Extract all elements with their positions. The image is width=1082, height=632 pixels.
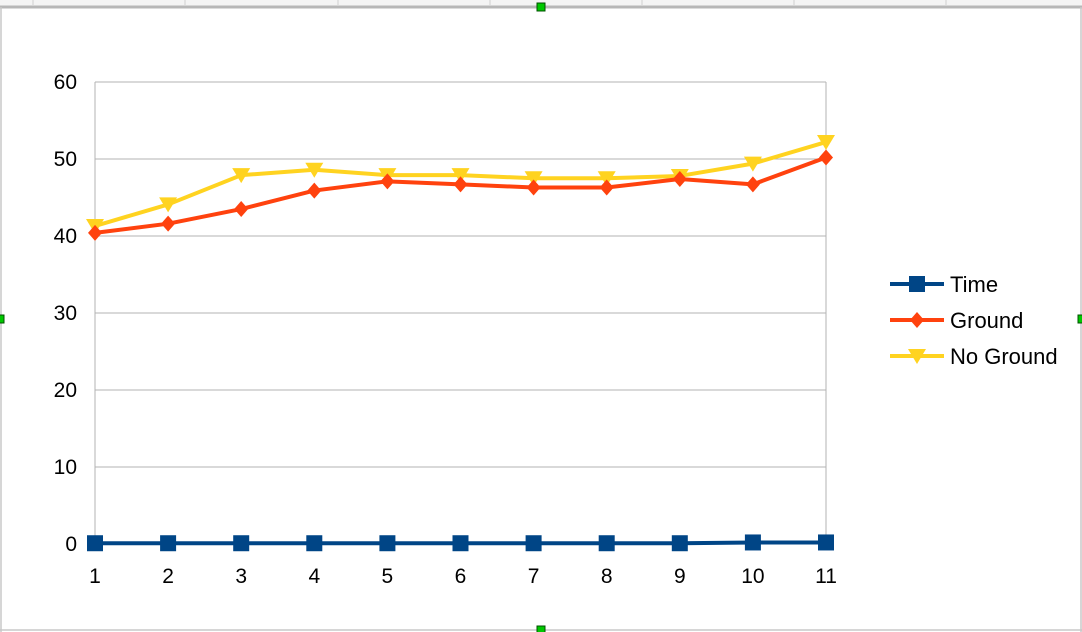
y-axis-tick-labels: 0 10 20 30 40 50 60	[54, 71, 77, 556]
data-point	[524, 171, 543, 187]
legend-marker	[910, 312, 924, 328]
data-point	[597, 171, 616, 187]
y-tick-label: 40	[54, 225, 77, 248]
data-point	[234, 201, 249, 218]
data-point	[232, 168, 251, 184]
legend-label: No Ground	[950, 344, 1058, 369]
x-axis-tick-labels: 1 2 3 4 5 6 7 8 9 10 11	[89, 565, 837, 588]
x-tick-label: 6	[455, 565, 467, 588]
data-point	[745, 176, 760, 193]
data-point	[526, 179, 541, 196]
x-tick-label: 11	[815, 565, 837, 588]
x-tick-label: 7	[528, 565, 540, 588]
y-tick-label: 60	[54, 71, 77, 94]
data-point	[525, 535, 542, 552]
resize-handle-right[interactable]	[1077, 314, 1082, 324]
legend-item: Time	[890, 272, 998, 297]
data-point	[743, 156, 762, 172]
data-point	[307, 182, 322, 199]
gridlines	[94, 81, 827, 550]
data-point	[453, 176, 468, 193]
data-point	[452, 535, 469, 552]
data-point	[87, 535, 103, 552]
legend-label: Time	[950, 272, 998, 297]
resize-handle-top[interactable]	[536, 2, 546, 12]
data-point	[598, 535, 615, 552]
legend: Time Ground No Ground	[890, 272, 1058, 369]
data-point	[819, 149, 833, 166]
legend-marker	[909, 276, 925, 292]
data-point	[818, 534, 834, 551]
legend-label: Ground	[950, 308, 1023, 333]
x-tick-label: 9	[674, 565, 686, 588]
series-ground	[88, 149, 833, 241]
x-tick-label: 1	[89, 565, 101, 588]
y-tick-label: 0	[65, 533, 77, 556]
y-tick-label: 30	[54, 302, 77, 325]
data-point	[672, 171, 687, 188]
y-tick-label: 10	[54, 456, 77, 479]
data-point	[161, 215, 176, 232]
data-point	[817, 135, 835, 151]
data-point	[160, 535, 177, 552]
legend-item: Ground	[890, 308, 1023, 333]
y-tick-label: 20	[54, 379, 77, 402]
resize-handle-left[interactable]	[0, 314, 5, 324]
x-tick-label: 4	[308, 565, 320, 588]
y-tick-label: 50	[54, 148, 77, 171]
legend-marker	[908, 349, 926, 364]
data-point	[233, 535, 250, 552]
series-group	[86, 135, 835, 552]
resize-handle-bottom[interactable]	[536, 625, 546, 632]
data-point	[305, 162, 324, 178]
x-tick-label: 3	[235, 565, 247, 588]
x-tick-label: 8	[601, 565, 613, 588]
data-point	[306, 535, 323, 552]
data-point	[88, 224, 102, 241]
series-time	[87, 534, 834, 552]
legend-item: No Ground	[890, 344, 1058, 369]
data-point	[671, 535, 688, 552]
data-point	[380, 173, 395, 190]
data-point	[599, 179, 614, 196]
data-point	[159, 197, 178, 213]
x-tick-label: 10	[741, 565, 764, 588]
data-point	[451, 168, 470, 184]
x-tick-label: 5	[382, 565, 394, 588]
data-point	[379, 535, 396, 552]
data-point	[744, 534, 761, 551]
x-tick-label: 2	[162, 565, 174, 588]
